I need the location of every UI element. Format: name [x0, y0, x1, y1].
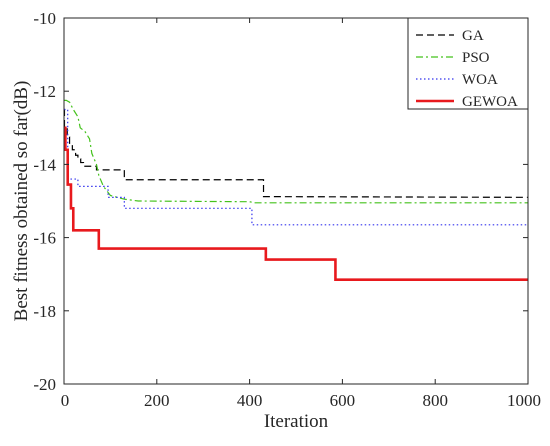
y-axis-title: Best fitness obtained so far(dB): [11, 81, 32, 322]
series-line-gewoa: [64, 126, 528, 281]
tick-layer: 0 200 400 600 800 1000 -20 -18 -16 -14 -12 -10: [33, 9, 541, 410]
y-tick-label: -16: [33, 229, 56, 248]
legend-box: [407, 17, 529, 110]
y-tick-label: -10: [33, 9, 56, 28]
x-tick-label: 200: [144, 391, 170, 410]
x-tick-label: 800: [422, 391, 448, 410]
legend-label-ga: GA: [462, 28, 484, 44]
y-tick-label: -18: [33, 302, 56, 321]
series-line-woa: [64, 108, 528, 226]
x-tick-label: 400: [237, 391, 263, 410]
y-tick-label: -20: [33, 375, 56, 394]
legend-label-woa: WOA: [462, 72, 498, 88]
x-tick-label: 0: [61, 391, 70, 410]
series-line-ga: [63, 108, 529, 198]
y-tick-label: -12: [33, 82, 56, 101]
x-tick-label: 600: [330, 391, 356, 410]
legend-label-gewoa: GEWOA: [462, 94, 518, 110]
x-tick-label: 1000: [507, 391, 541, 410]
legend: GA PSO WOA GEWOA: [407, 17, 529, 110]
y-tick-label: -14: [33, 155, 56, 174]
plot-frame: [63, 17, 529, 385]
series-layer: [63, 99, 529, 281]
legend-label-pso: PSO: [462, 50, 490, 66]
x-axis-title: Iteration: [264, 411, 329, 432]
legend-items: GA PSO WOA GEWOA: [416, 28, 518, 110]
